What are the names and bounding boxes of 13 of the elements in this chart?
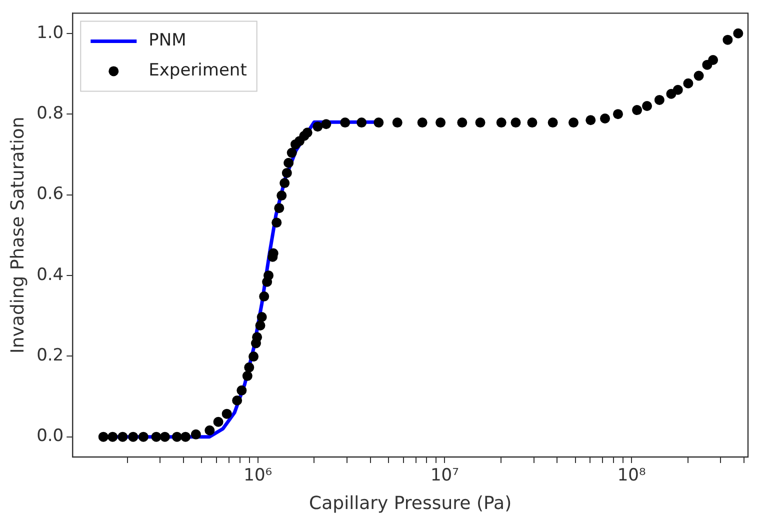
- y-tick-label: 0.2: [36, 346, 64, 366]
- x-tick-label: 10⁶: [244, 466, 272, 486]
- y-tick-label: 0.6: [36, 184, 64, 204]
- x-tick-label: 10⁸: [617, 466, 646, 486]
- y-tick-label: 0.8: [36, 103, 64, 124]
- y-axis-title: Invading Phase Saturation: [7, 116, 28, 354]
- x-axis-title: Capillary Pressure (Pa): [309, 492, 512, 514]
- legend-label: PNM: [148, 30, 186, 51]
- y-tick-label: 1.0: [36, 22, 64, 43]
- x-tick-label: 10⁷: [430, 466, 460, 486]
- legend-label: Experiment: [148, 60, 248, 81]
- y-tick-label: 0.4: [36, 264, 64, 285]
- y-tick-label: 0.0: [36, 426, 64, 446]
